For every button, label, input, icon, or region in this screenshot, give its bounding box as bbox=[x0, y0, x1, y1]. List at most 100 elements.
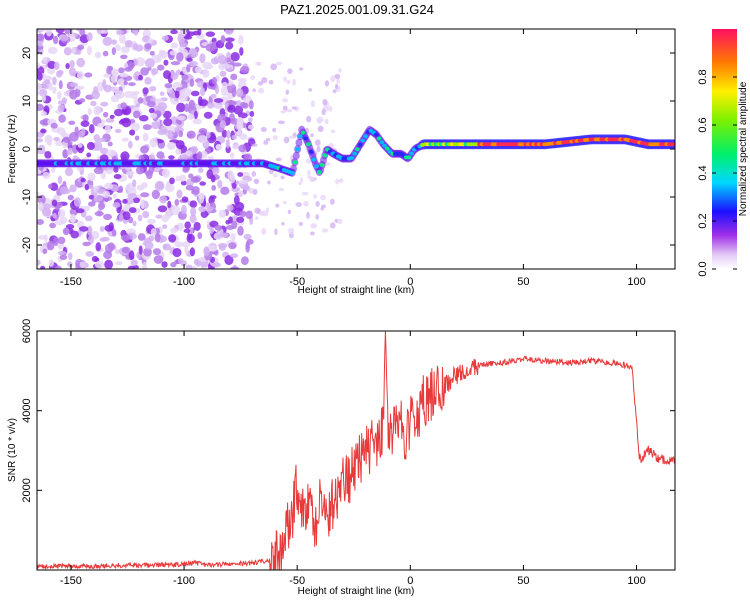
heatmap-cell bbox=[85, 251, 95, 257]
heatmap-cell bbox=[334, 83, 339, 90]
heatmap-cell bbox=[245, 210, 253, 220]
heatmap-cell bbox=[69, 184, 77, 193]
heatmap-cell bbox=[114, 44, 121, 52]
y-tick-label: -10 bbox=[21, 189, 33, 205]
heatmap-cell bbox=[132, 110, 141, 119]
heatmap-cell bbox=[145, 170, 153, 180]
heatmap-cell bbox=[382, 143, 387, 148]
heatmap-cell bbox=[669, 142, 675, 147]
heatmap-cell bbox=[175, 147, 182, 156]
heatmap-cell bbox=[148, 235, 155, 242]
heatmap-cell bbox=[154, 180, 165, 191]
heatmap-cell bbox=[330, 75, 336, 83]
heatmap-cell bbox=[198, 167, 204, 174]
heatmap-cell bbox=[57, 104, 65, 112]
heatmap-cell bbox=[99, 147, 109, 155]
heatmap-cell bbox=[133, 59, 138, 66]
heatmap-cell bbox=[132, 90, 140, 95]
heatmap-cell bbox=[52, 76, 57, 86]
heatmap-cell bbox=[334, 73, 341, 80]
heatmap-cell bbox=[379, 140, 385, 145]
heatmap-cell bbox=[230, 73, 238, 81]
heatmap-cell bbox=[209, 244, 218, 252]
heatmap-cell bbox=[229, 266, 240, 269]
heatmap-cell bbox=[285, 109, 293, 113]
heatmap-cell bbox=[218, 209, 227, 218]
heatmap-cell bbox=[258, 211, 265, 217]
heatmap-cell bbox=[188, 60, 198, 67]
heatmap-cell bbox=[121, 137, 130, 142]
heatmap-cell bbox=[221, 81, 228, 88]
heatmap-cell bbox=[166, 141, 176, 150]
heatmap-cell bbox=[38, 201, 44, 212]
heatmap-cell bbox=[185, 150, 193, 157]
heatmap-cell bbox=[224, 255, 234, 266]
heatmap-cell bbox=[142, 261, 148, 269]
heatmap-cell bbox=[252, 88, 256, 93]
heatmap-cell bbox=[174, 241, 184, 248]
heatmap-cell bbox=[310, 223, 317, 229]
heatmap-cell bbox=[228, 242, 237, 250]
heatmap-cell bbox=[62, 227, 70, 236]
heatmap-cell bbox=[196, 151, 203, 161]
heatmap-cell bbox=[153, 255, 164, 264]
heatmap-cell bbox=[57, 175, 63, 185]
heatmap-cell bbox=[231, 134, 237, 140]
heatmap-cell bbox=[111, 68, 119, 76]
heatmap-cell bbox=[48, 82, 53, 91]
heatmap-cell bbox=[149, 137, 158, 148]
heatmap-cell bbox=[120, 102, 127, 110]
heatmap-cell bbox=[67, 261, 73, 268]
heatmap-cell bbox=[277, 120, 285, 125]
heatmap-cell bbox=[207, 102, 215, 109]
heatmap-cell bbox=[103, 73, 111, 78]
heatmap-cell bbox=[135, 166, 145, 175]
heatmap-cell bbox=[77, 44, 85, 51]
heatmap-cell bbox=[230, 232, 236, 241]
heatmap-cell bbox=[161, 214, 169, 223]
heatmap-cell bbox=[230, 118, 239, 125]
y-tick-label: 10 bbox=[21, 95, 33, 107]
heatmap-cell bbox=[177, 115, 186, 121]
heatmap-cell bbox=[349, 155, 355, 160]
heatmap-cell bbox=[310, 133, 314, 138]
heatmap-cell bbox=[226, 204, 234, 212]
heatmap-cell bbox=[283, 136, 290, 144]
heatmap-cell bbox=[69, 60, 75, 68]
heatmap-cell bbox=[230, 253, 239, 258]
snr-x-label: Height of straight line (km) bbox=[298, 586, 415, 597]
heatmap-cell bbox=[53, 61, 60, 71]
heatmap-cell bbox=[299, 176, 304, 184]
heatmap-cell bbox=[102, 50, 109, 57]
heatmap-cell bbox=[219, 120, 227, 129]
heatmap-cell bbox=[110, 39, 118, 45]
heatmap-cell bbox=[109, 114, 115, 119]
heatmap-cell bbox=[209, 195, 217, 200]
heatmap-cell bbox=[229, 152, 235, 159]
heatmap-cell bbox=[104, 124, 112, 134]
heatmap-cell bbox=[76, 57, 86, 68]
heatmap-cell bbox=[61, 97, 68, 104]
heatmap-cell bbox=[94, 51, 102, 59]
heatmap-cell bbox=[205, 31, 216, 37]
heatmap-cell bbox=[338, 178, 344, 184]
heatmap-cell bbox=[300, 130, 306, 135]
heatmap-cell bbox=[287, 209, 291, 214]
heatmap-cell bbox=[203, 111, 213, 119]
heatmap-cell bbox=[128, 250, 135, 261]
heatmap-cell bbox=[220, 35, 226, 44]
heatmap-cell bbox=[316, 145, 321, 153]
heatmap-cell bbox=[184, 103, 189, 113]
heatmap-cell bbox=[100, 29, 109, 34]
heatmap-cell bbox=[250, 75, 256, 81]
heatmap-cell bbox=[179, 42, 188, 48]
heatmap-cell bbox=[210, 93, 217, 99]
snr-x-axis: -150 -100 -50 0 50 100 bbox=[60, 331, 646, 587]
heatmap-cell bbox=[152, 248, 161, 256]
heatmap-cell bbox=[231, 87, 237, 98]
heatmap-cell bbox=[37, 62, 41, 69]
heatmap-cell bbox=[138, 245, 143, 255]
heatmap-cell bbox=[283, 76, 288, 83]
heatmap-cell bbox=[161, 35, 169, 41]
